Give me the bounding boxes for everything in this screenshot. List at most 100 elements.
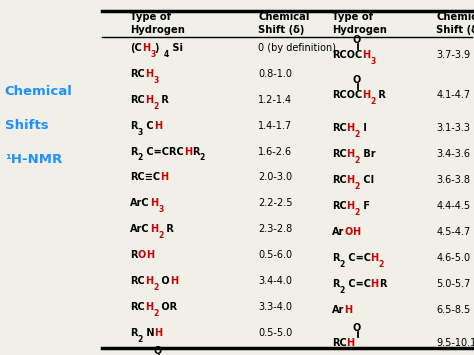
Text: 2: 2 [379,260,384,269]
Text: 2.3-2.8: 2.3-2.8 [258,224,292,234]
Text: H: H [145,69,153,79]
Text: 2: 2 [158,231,164,240]
Text: H: H [145,302,153,312]
Text: RC: RC [130,69,145,79]
Text: 3.4-3.6: 3.4-3.6 [436,149,470,159]
Text: 0.5-5.0: 0.5-5.0 [258,328,292,338]
Text: RC: RC [130,302,145,312]
Text: 2: 2 [370,97,375,106]
Text: H: H [150,224,158,234]
Text: R: R [130,121,138,131]
Text: 3.7-3.9: 3.7-3.9 [436,50,470,60]
Text: 3: 3 [158,205,164,214]
Text: H: H [145,95,153,105]
Text: H: H [155,328,163,338]
Text: 1.2-1.4: 1.2-1.4 [258,95,292,105]
Text: O: O [352,75,360,85]
Text: H: H [346,175,355,185]
Text: 2: 2 [153,309,158,318]
Text: H: H [346,123,355,133]
Text: C: C [143,121,154,131]
Text: 2: 2 [355,130,360,139]
Text: N: N [143,328,155,338]
Text: RC: RC [332,338,346,348]
Text: RC: RC [130,95,145,105]
Text: 2: 2 [355,156,360,165]
Text: RC: RC [332,123,346,133]
Text: 2: 2 [355,208,360,217]
Text: H: H [346,338,355,348]
Text: 2: 2 [355,182,360,191]
Text: R: R [192,147,200,157]
Text: H: H [145,276,153,286]
Text: ¹H-NMR: ¹H-NMR [5,153,62,166]
Text: 2.2-2.5: 2.2-2.5 [258,198,293,208]
Text: 3.6-3.8: 3.6-3.8 [436,175,470,185]
Text: 2: 2 [153,102,158,111]
Text: 4: 4 [164,50,169,59]
Text: O: O [153,346,161,355]
Text: (C: (C [130,43,142,53]
Text: H: H [371,253,379,263]
Text: OR: OR [158,302,178,312]
Text: R: R [164,224,174,234]
Text: H: H [344,305,352,315]
Text: 4.5-4.7: 4.5-4.7 [436,227,470,237]
Text: 3: 3 [153,76,158,85]
Text: 2: 2 [138,153,143,163]
Text: RC≡C: RC≡C [130,173,161,182]
Text: 3.1-3.3: 3.1-3.3 [436,123,470,133]
Text: H: H [346,149,355,159]
Text: 3.3-4.0: 3.3-4.0 [258,302,292,312]
Text: O: O [158,276,170,286]
Text: R: R [332,253,339,263]
Text: O: O [138,250,146,260]
Text: H: H [346,201,355,211]
Text: H: H [150,198,158,208]
Text: R: R [332,279,339,289]
Text: C=C: C=C [345,279,371,289]
Text: Shift (δ): Shift (δ) [258,25,305,35]
Text: H: H [170,276,178,286]
Text: Hydrogen: Hydrogen [332,25,387,35]
Text: H: H [146,250,154,260]
Text: H: H [161,173,169,182]
Text: Ar: Ar [332,305,344,315]
Text: Shifts: Shifts [5,119,48,132]
Text: ArC: ArC [130,224,150,234]
Text: H: H [362,90,370,100]
Text: R: R [130,328,138,338]
Text: I: I [360,123,367,133]
Text: H: H [362,50,370,60]
Text: 2.0-3.0: 2.0-3.0 [258,173,292,182]
Text: 3: 3 [138,127,143,137]
Text: Shift (δ): Shift (δ) [436,25,474,35]
Text: ): ) [155,43,164,53]
Text: RC: RC [332,201,346,211]
Text: RC: RC [332,149,346,159]
Text: Hydrogen: Hydrogen [130,25,185,35]
Text: Chemical: Chemical [436,12,474,22]
Text: 6.5-8.5: 6.5-8.5 [436,305,470,315]
Text: O: O [352,35,360,45]
Text: RCOC: RCOC [332,90,362,100]
Text: 1.6-2.6: 1.6-2.6 [258,147,292,157]
Text: R: R [375,90,386,100]
Text: 0 (by definition): 0 (by definition) [258,43,337,53]
Text: R: R [379,279,386,289]
Text: 1.4-1.7: 1.4-1.7 [258,121,292,131]
Text: 4.1-4.7: 4.1-4.7 [436,90,470,100]
Text: 9.5-10.1: 9.5-10.1 [436,338,474,348]
Text: ArC: ArC [130,198,150,208]
Text: H: H [353,227,361,237]
Text: O: O [352,323,360,333]
Text: 2: 2 [200,153,205,163]
Text: 5.0-5.7: 5.0-5.7 [436,279,471,289]
Text: Chemical: Chemical [5,85,73,98]
Text: H: H [184,147,192,157]
Text: F: F [360,201,370,211]
Text: 0.8-1.0: 0.8-1.0 [258,69,292,79]
Text: Ar: Ar [332,227,344,237]
Text: H: H [154,121,162,131]
Text: H: H [142,43,150,53]
